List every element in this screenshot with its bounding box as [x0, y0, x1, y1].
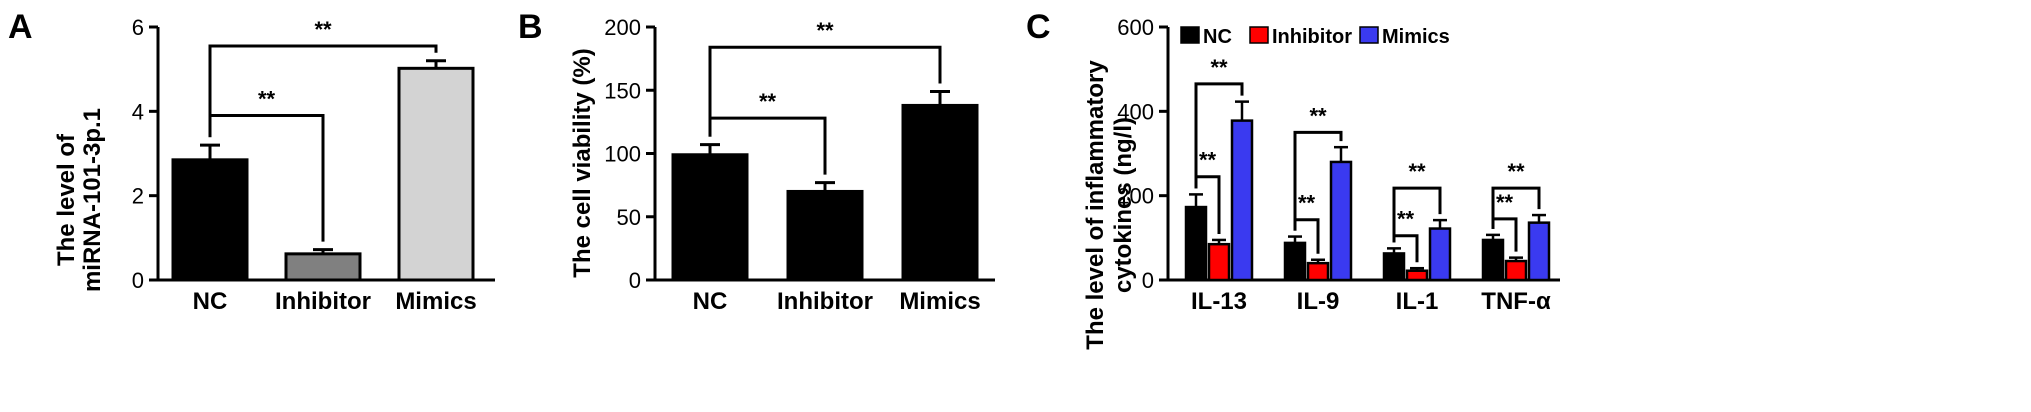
panel-a-ylabel-line1: The level of	[53, 133, 80, 266]
bar-il-9-mimics	[1329, 160, 1353, 282]
bar-il-9-nc	[1283, 241, 1307, 282]
panel-b-letter: B	[518, 8, 543, 46]
bar-il-13-mimics	[1230, 119, 1254, 282]
panel-c-ylabel-line2: cytokines (ng/l)	[1110, 117, 1137, 293]
legend-swatch-inhibitor	[1249, 26, 1269, 44]
y-tick-label: 0	[1142, 268, 1154, 293]
legend-label-inhibitor: Inhibitor	[1272, 26, 1352, 48]
significance-label: **	[1408, 159, 1426, 184]
panel-c: C The level of inflammatory cytokines (n…	[1026, 8, 1560, 350]
x-category-label: Inhibitor	[275, 288, 371, 315]
significance-label: **	[1298, 191, 1316, 216]
bar-tnf-α-inhibitor	[1504, 259, 1528, 282]
x-category-label: Inhibitor	[777, 288, 873, 315]
panel-b: B The cell viability (%) 0 50 100 150 200 NC I…	[518, 8, 995, 315]
panel-c-legend: NC Inhibitor Mimics	[1180, 26, 1450, 48]
significance-bracket	[1491, 186, 1541, 229]
significance-bracket	[1194, 82, 1244, 189]
bar-il-9-inhibitor	[1306, 261, 1330, 282]
y-tick-label: 100	[604, 142, 641, 167]
y-tick-label: 400	[1117, 99, 1154, 124]
y-tick-label: 200	[604, 15, 641, 40]
x-category-label: Mimics	[395, 288, 476, 315]
significance-label: **	[816, 18, 834, 43]
legend-swatch-nc	[1180, 26, 1200, 44]
bar-inhibitor	[284, 252, 362, 282]
significance-bracket	[708, 45, 942, 137]
bar-nc	[671, 153, 749, 282]
bar-il-1-mimics	[1428, 227, 1452, 282]
legend-label-mimics: Mimics	[1382, 26, 1450, 48]
bar-il-13-nc	[1184, 205, 1208, 282]
significance-label: **	[314, 17, 332, 42]
y-tick-label: 2	[132, 184, 144, 209]
y-tick-label: 0	[132, 268, 144, 293]
panel-b-ylabel: The cell viability (%)	[569, 48, 596, 277]
bar-il-1-nc	[1382, 252, 1406, 282]
x-category-label: NC	[693, 288, 728, 315]
significance-label: **	[1507, 159, 1525, 184]
panel-c-ylabel-line1: The level of inflammatory	[1082, 60, 1109, 350]
bar-inhibitor	[786, 189, 864, 282]
y-tick-label: 600	[1117, 15, 1154, 40]
y-tick-label: 0	[629, 268, 641, 293]
panel-a-ylabel-line2: miRNA-101-3p.1	[79, 108, 106, 292]
legend-label-nc: NC	[1203, 26, 1232, 48]
x-category-label: IL-1	[1396, 288, 1439, 315]
y-tick-label: 6	[132, 15, 144, 40]
significance-label: **	[1210, 55, 1228, 80]
panel-a-letter: A	[8, 8, 33, 46]
legend-swatch-mimics	[1359, 26, 1379, 44]
bar-il-13-inhibitor	[1207, 242, 1231, 282]
significance-label: **	[258, 87, 276, 112]
significance-label: **	[1496, 190, 1514, 215]
significance-label: **	[759, 89, 777, 114]
bar-mimics	[901, 103, 979, 282]
x-category-label: NC	[193, 288, 228, 315]
significance-bracket	[1392, 186, 1442, 243]
x-category-label: Mimics	[899, 288, 980, 315]
bar-tnf-α-mimics	[1527, 221, 1551, 282]
y-tick-label: 150	[604, 78, 641, 103]
y-tick-label: 50	[617, 205, 641, 230]
significance-label: **	[1309, 103, 1327, 128]
bar-il-1-inhibitor	[1405, 269, 1429, 282]
panel-a: A The level of miRNA-101-3p.1 0 2 4 6 NC Inhi…	[8, 8, 495, 315]
y-tick-label: 200	[1117, 184, 1154, 209]
x-category-label: IL-13	[1191, 288, 1247, 315]
x-category-label: IL-9	[1297, 288, 1340, 315]
significance-label: **	[1397, 207, 1415, 232]
bar-mimics	[397, 66, 475, 282]
significance-bracket	[208, 44, 438, 138]
panel-c-letter: C	[1026, 8, 1051, 46]
significance-bracket	[1293, 130, 1343, 231]
significance-label: **	[1199, 148, 1217, 173]
y-tick-label: 4	[132, 99, 144, 124]
x-category-label: TNF-α	[1481, 288, 1551, 315]
bar-nc	[171, 158, 249, 282]
bar-tnf-α-nc	[1481, 238, 1505, 282]
